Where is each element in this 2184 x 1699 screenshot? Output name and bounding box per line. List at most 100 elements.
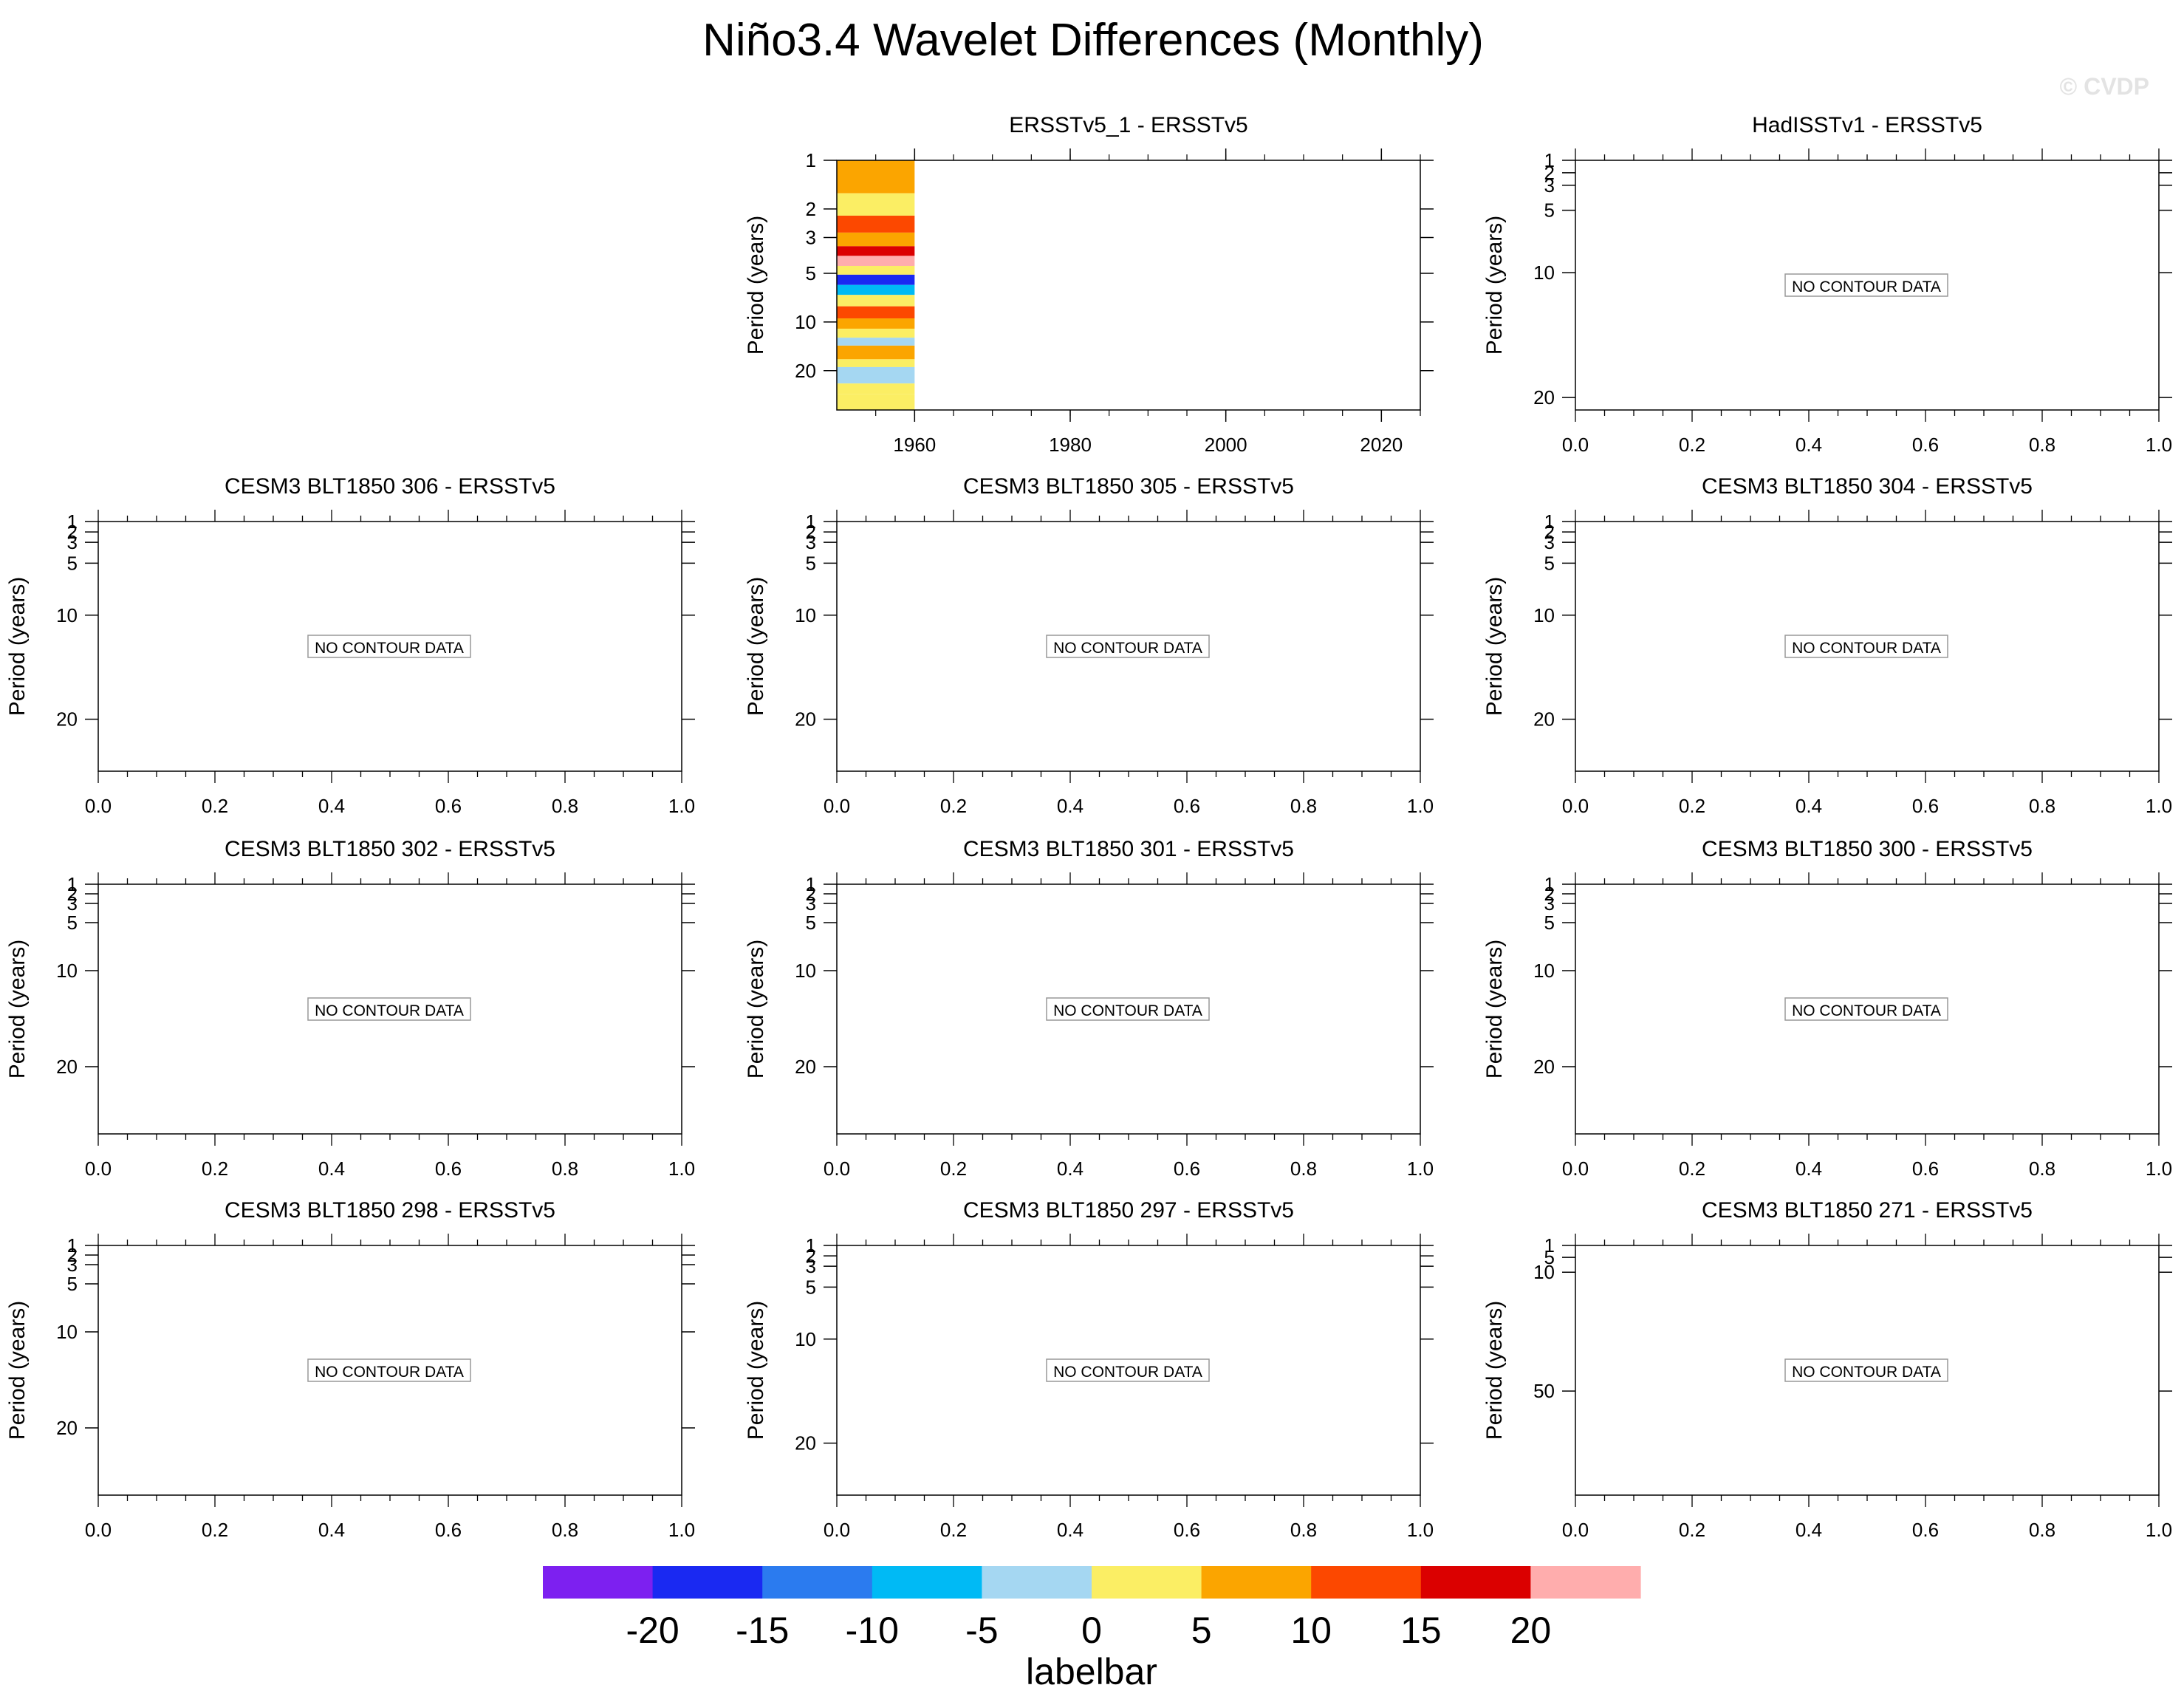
- no-data-box: [1784, 997, 1948, 1021]
- contour-band-7: [837, 274, 915, 285]
- x-tick-label: 0.2: [1679, 1519, 1705, 1541]
- labelbar-swatch-0: [543, 1566, 654, 1599]
- labelbar-title: labelbar: [1026, 1651, 1157, 1692]
- x-tick-label: 0.0: [1562, 1158, 1589, 1180]
- no-data-label: NO CONTOUR DATA: [1792, 1002, 1941, 1019]
- x-tick-label: 0.6: [435, 1158, 462, 1180]
- no-data-box: [307, 1358, 471, 1382]
- y-tick-label: 20: [795, 1056, 816, 1078]
- y-tick-label: 5: [806, 262, 816, 284]
- x-tick-label: 0.4: [1796, 1519, 1822, 1541]
- y-tick-label: 20: [1533, 708, 1555, 731]
- no-data-box: [1784, 1358, 1948, 1382]
- no-data-label: NO CONTOUR DATA: [1053, 640, 1202, 657]
- panel-cesm3_298: CESM3 BLT1850 298 - ERSSTv5 Period (years…: [5, 1198, 695, 1541]
- y-tick-label: 10: [795, 960, 816, 982]
- y-tick-label: 10: [1533, 960, 1555, 982]
- x-tick-label: 0.0: [1562, 434, 1589, 456]
- panel-title: CESM3 BLT1850 306 - ERSSTv5: [225, 474, 555, 499]
- y-tick-label: 3: [806, 892, 816, 915]
- y-axis-label: Period (years): [744, 1301, 768, 1440]
- y-tick-label: 20: [56, 1417, 78, 1439]
- y-tick-label: 20: [1533, 1056, 1555, 1078]
- y-axis-label: Period (years): [744, 577, 768, 716]
- y-tick-label: 5: [1544, 199, 1555, 222]
- x-tick-label: 0.0: [824, 795, 850, 817]
- y-tick-label: 1: [806, 510, 816, 533]
- x-tick-label: 2000: [1205, 434, 1247, 456]
- panel-cesm3_271: CESM3 BLT1850 271 - ERSSTv5 Period (years…: [1482, 1198, 2172, 1541]
- y-tick-label: 10: [795, 1328, 816, 1350]
- y-tick-label: 5: [1544, 1246, 1555, 1268]
- contour-band-4: [837, 246, 915, 256]
- y-tick-label: 10: [56, 960, 78, 982]
- labelbar-tick-label: -10: [846, 1610, 899, 1651]
- y-tick-label: 2: [806, 521, 816, 543]
- panel-title: CESM3 BLT1850 304 - ERSSTv5: [1702, 474, 2033, 499]
- x-tick-label: 1.0: [668, 1519, 695, 1541]
- y-tick-label: 5: [67, 552, 78, 574]
- y-tick-label: 20: [1533, 386, 1555, 408]
- y-tick-label: 2: [806, 198, 816, 220]
- y-tick-label: 3: [67, 531, 78, 553]
- labelbar-tick-label: 5: [1191, 1610, 1212, 1651]
- x-tick-label: 0.6: [1912, 434, 1939, 456]
- x-tick-label: 0.0: [824, 1158, 850, 1180]
- contour-band-8: [837, 284, 915, 295]
- y-tick-label: 1: [67, 510, 78, 533]
- x-tick-label: 0.6: [435, 1519, 462, 1541]
- plot-frame: [836, 160, 1421, 411]
- y-tick-label: 20: [795, 360, 816, 382]
- x-tick-label: 0.2: [202, 1158, 228, 1180]
- contour-band-0: [837, 160, 915, 194]
- x-tick-label: 0.2: [1679, 795, 1705, 817]
- y-tick-label: 5: [67, 1273, 78, 1295]
- no-data-label: NO CONTOUR DATA: [1792, 640, 1941, 657]
- x-tick-label: 0.8: [552, 1158, 578, 1180]
- labelbar-swatch-4: [982, 1566, 1092, 1599]
- y-tick-label: 10: [1533, 261, 1555, 284]
- contour-band-16: [837, 366, 915, 384]
- contour-band-9: [837, 295, 915, 307]
- panel-cesm3_301: CESM3 BLT1850 301 - ERSSTv5 Period (years…: [744, 837, 1434, 1180]
- x-tick-label: 0.4: [318, 795, 345, 817]
- contour-band-12: [837, 328, 915, 338]
- x-tick-label: 1.0: [2146, 795, 2172, 817]
- contour-band-2: [837, 215, 915, 233]
- x-tick-label: 0.4: [1796, 1158, 1822, 1180]
- y-tick-label: 5: [1544, 552, 1555, 574]
- labelbar-tick-label: 10: [1290, 1610, 1332, 1651]
- y-axis-label: Period (years): [5, 577, 30, 716]
- panel-title: CESM3 BLT1850 301 - ERSSTv5: [963, 837, 1294, 861]
- no-data-label: NO CONTOUR DATA: [315, 640, 464, 657]
- y-tick-label: 20: [56, 1056, 78, 1078]
- y-tick-label: 5: [67, 912, 78, 934]
- contour-band-15: [837, 359, 915, 367]
- x-tick-label: 0.8: [2029, 1519, 2055, 1541]
- panel-cesm3_306: CESM3 BLT1850 306 - ERSSTv5 Period (years…: [5, 474, 695, 817]
- x-tick-label: 0.2: [202, 795, 228, 817]
- y-tick-label: 2: [1544, 521, 1555, 543]
- panel-title: CESM3 BLT1850 297 - ERSSTv5: [963, 1198, 1294, 1223]
- y-tick-label: 10: [56, 1321, 78, 1343]
- x-tick-label: 0.8: [1290, 1158, 1317, 1180]
- x-tick-label: 0.8: [552, 1519, 578, 1541]
- labelbar-swatch-8: [1420, 1566, 1531, 1599]
- x-tick-label: 1.0: [2146, 1519, 2172, 1541]
- x-tick-label: 2020: [1360, 434, 1403, 456]
- no-data-box: [1046, 1358, 1210, 1382]
- panel-cesm3_297: CESM3 BLT1850 297 - ERSSTv5 Period (years…: [744, 1198, 1434, 1541]
- y-tick-label: 1: [806, 873, 816, 895]
- labelbar-swatch-7: [1311, 1566, 1422, 1599]
- contour-band-18: [837, 394, 915, 410]
- y-tick-label: 10: [1533, 604, 1555, 626]
- y-axis-label: Period (years): [744, 940, 768, 1078]
- x-tick-label: 0.6: [1174, 1158, 1200, 1180]
- y-tick-label: 20: [795, 1432, 816, 1454]
- labelbar-swatch-5: [1092, 1566, 1202, 1599]
- y-tick-label: 1: [1544, 1234, 1555, 1257]
- contour-band-10: [837, 306, 915, 319]
- figure-title: Niño3.4 Wavelet Differences (Monthly): [702, 15, 1484, 66]
- y-tick-label: 10: [795, 311, 816, 333]
